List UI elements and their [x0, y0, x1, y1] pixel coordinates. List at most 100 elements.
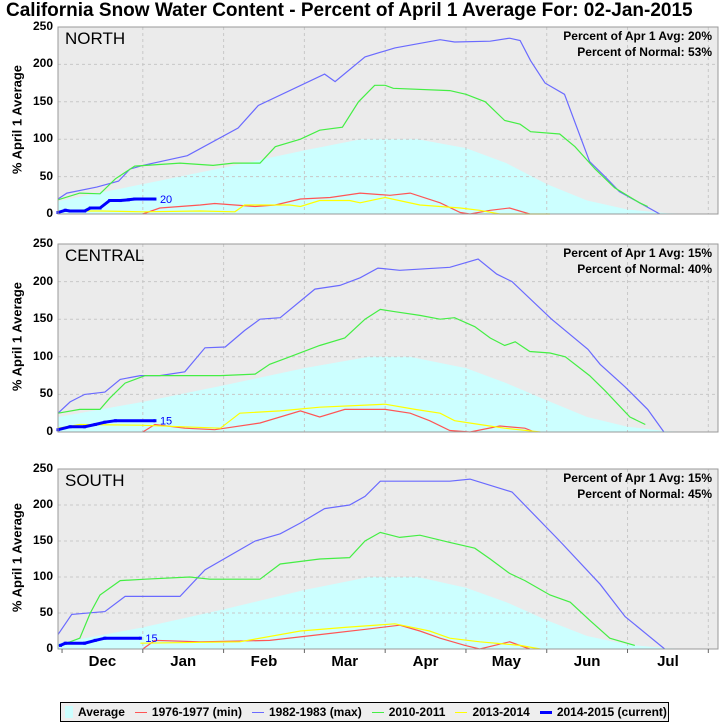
current-point — [68, 425, 72, 429]
current-point — [88, 206, 92, 210]
x-tick-label: Mar — [331, 653, 359, 670]
series-line-y2013 — [140, 623, 541, 650]
legend-item-average: Average — [65, 705, 125, 719]
legend-swatch — [539, 710, 552, 714]
series-line-min — [142, 192, 530, 215]
y-tick-label: 50 — [39, 605, 53, 619]
x-tick-label: Jan — [170, 653, 197, 670]
legend-label: 1976-1977 (min) — [151, 705, 242, 719]
legend-item-max: 1982-1983 (max) — [251, 705, 362, 719]
y-tick-label: 200 — [32, 497, 53, 511]
current-point — [58, 643, 62, 647]
legend-swatch — [134, 711, 147, 713]
current-point — [133, 197, 137, 201]
y-axis-label: % April 1 Average — [9, 281, 25, 392]
y-tick-label: 50 — [39, 168, 53, 183]
legend-item-y2013: 2013-2014 — [455, 705, 530, 719]
legend-item-current: 2014-2015 (current) — [539, 705, 667, 719]
legend-label: 2010-2011 — [388, 705, 446, 719]
y-tick-label: 100 — [32, 569, 53, 583]
current-point — [83, 209, 87, 213]
plot-border — [57, 26, 719, 215]
y-tick-label: 0 — [46, 206, 53, 220]
x-tick-label: Jul — [657, 653, 679, 670]
x-tick-label: Apr — [412, 653, 439, 670]
y-tick-label: 250 — [32, 236, 53, 250]
y-tick-label: 0 — [46, 641, 53, 655]
legend-swatch — [371, 711, 384, 713]
average-area — [58, 577, 701, 649]
x-tick-label: Jun — [573, 653, 601, 670]
x-tick-label: May — [491, 653, 521, 670]
current-point — [68, 209, 72, 213]
x-tick-label: Feb — [250, 653, 278, 670]
chart-title: California Snow Water Content - Percent … — [6, 0, 693, 21]
legend-item-min: 1976-1977 (min) — [134, 705, 242, 719]
series-line-max — [57, 258, 665, 433]
region-label: NORTH — [65, 29, 126, 48]
current-point — [138, 636, 142, 640]
legend-swatch — [251, 711, 264, 713]
current-point — [83, 641, 87, 645]
legend-item-y2010: 2010-2011 — [371, 705, 446, 719]
current-point — [113, 419, 117, 423]
current-point — [126, 198, 130, 202]
series-line-y2010 — [57, 531, 635, 646]
y-tick-label: 200 — [32, 56, 53, 71]
y-tick-label: 250 — [32, 461, 53, 475]
y-tick-label: 150 — [32, 93, 53, 108]
series-line-y2010 — [57, 84, 648, 208]
percent-of-normal: Percent of Normal: 45% — [577, 487, 712, 501]
current-value-label: 15 — [145, 633, 157, 645]
legend-swatch — [65, 706, 73, 718]
region-label: SOUTH — [65, 471, 125, 490]
current-point — [153, 197, 157, 201]
current-value-label: 20 — [160, 194, 172, 206]
legend-label: 1982-1983 (max) — [268, 705, 362, 719]
y-tick-label: 200 — [32, 273, 53, 288]
plot-border — [57, 468, 719, 650]
percent-apr1-avg: Percent of Apr 1 Avg: 15% — [563, 246, 712, 260]
y-tick-label: 100 — [32, 131, 53, 146]
current-point — [93, 422, 97, 426]
y-axis-label: % April 1 Average — [9, 502, 25, 613]
percent-of-normal: Percent of Normal: 40% — [577, 262, 712, 276]
percent-apr1-avg: Percent of Apr 1 Avg: 20% — [563, 29, 712, 43]
series-line-y2013 — [58, 196, 550, 215]
current-point — [83, 425, 87, 429]
y-tick-label: 150 — [32, 533, 53, 547]
series-line-max — [57, 478, 666, 650]
current-point — [103, 420, 107, 424]
current-point — [98, 206, 102, 210]
series-line-y2013 — [57, 403, 541, 433]
average-area — [58, 356, 701, 432]
y-axis-label: % April 1 Average — [9, 64, 25, 174]
current-point — [153, 419, 157, 423]
series-line-y2010 — [57, 308, 646, 426]
y-tick-label: 100 — [32, 348, 53, 363]
y-tick-label: 150 — [32, 311, 53, 326]
current-point — [63, 641, 67, 645]
y-tick-label: 0 — [46, 424, 53, 438]
legend-swatch — [455, 711, 468, 713]
legend-label: 2013-2014 — [472, 705, 530, 719]
x-tick-label: Dec — [88, 653, 117, 670]
percent-apr1-avg: Percent of Apr 1 Avg: 15% — [563, 471, 712, 485]
plot-border — [57, 243, 719, 433]
legend: Average 1976-1977 (min) 1982-1983 (max) 201… — [60, 702, 669, 722]
percent-of-normal: Percent of Normal: 53% — [577, 45, 712, 59]
legend-label: 2014-2015 (current) — [556, 705, 667, 719]
y-tick-label: 50 — [39, 386, 53, 401]
average-area — [58, 139, 701, 214]
current-point — [108, 199, 112, 203]
region-label: CENTRAL — [65, 246, 145, 265]
current-point — [103, 636, 107, 640]
y-tick-label: 250 — [32, 19, 53, 33]
current-value-label: 15 — [160, 416, 172, 428]
legend-label: Average — [78, 705, 125, 719]
current-point — [63, 208, 67, 212]
current-point — [118, 199, 122, 203]
current-point — [93, 638, 97, 642]
series-line-min — [142, 408, 535, 433]
